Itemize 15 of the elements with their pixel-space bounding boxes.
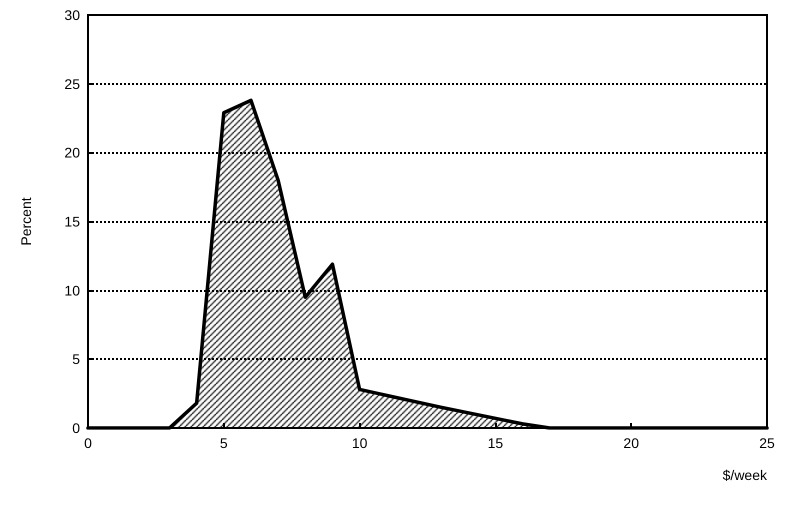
y-tick-label: 25 (64, 76, 80, 92)
x-tick-label: 10 (352, 435, 368, 451)
x-tick-label: 20 (623, 435, 640, 451)
y-tick-label: 10 (64, 282, 80, 298)
x-tick-label: 0 (84, 435, 92, 451)
y-tick-label: 5 (72, 351, 80, 368)
x-axis-title: $/week (722, 467, 768, 483)
y-tick-label: 30 (64, 7, 80, 23)
x-tick-label: 25 (759, 435, 775, 451)
y-tick-label: 15 (64, 214, 80, 230)
x-tick-label: 5 (220, 435, 228, 451)
y-tick-label: 0 (72, 420, 80, 436)
x-tick-label: 15 (488, 435, 504, 451)
y-axis-title: Percent (18, 197, 34, 246)
y-tick-label: 20 (64, 144, 80, 161)
